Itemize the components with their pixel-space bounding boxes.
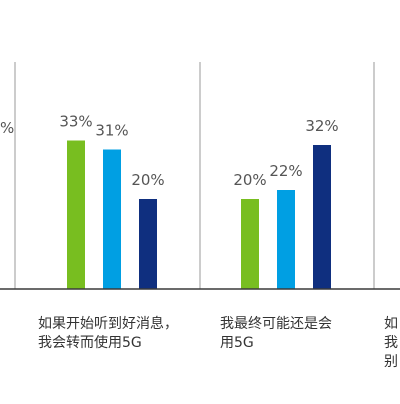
partial-value-label-left: % — [0, 119, 14, 137]
category-label-1-line-2: 我会转而使用5G — [38, 335, 142, 351]
bar-group-1-series-1 — [67, 140, 85, 289]
category-label-2-line-1: 我最终可能还是会 — [220, 316, 332, 332]
value-label-group-1-series-3: 20% — [131, 171, 164, 189]
value-label-group-2-series-1: 20% — [233, 171, 266, 189]
partial-label-right-1: 如 — [384, 316, 398, 332]
partial-label-right-2: 我 — [384, 335, 398, 351]
value-label-group-2-series-3: 32% — [305, 117, 338, 135]
bar-group-1-series-2 — [103, 149, 121, 289]
value-label-group-2-series-2: 22% — [269, 162, 302, 180]
value-label-group-1-series-1: 33% — [59, 113, 92, 131]
bar-group-2-series-1 — [241, 199, 259, 289]
bar-group-2-series-3 — [313, 145, 331, 289]
bar-group-2-series-2 — [277, 190, 295, 289]
value-label-group-1-series-2: 31% — [95, 122, 128, 140]
category-label-2-line-2: 用5G — [220, 335, 254, 351]
category-label-1-line-1: 如果开始听到好消息， — [38, 316, 178, 332]
partial-label-right-3: 别 — [384, 354, 398, 370]
bar-group-1-series-3 — [139, 199, 157, 289]
